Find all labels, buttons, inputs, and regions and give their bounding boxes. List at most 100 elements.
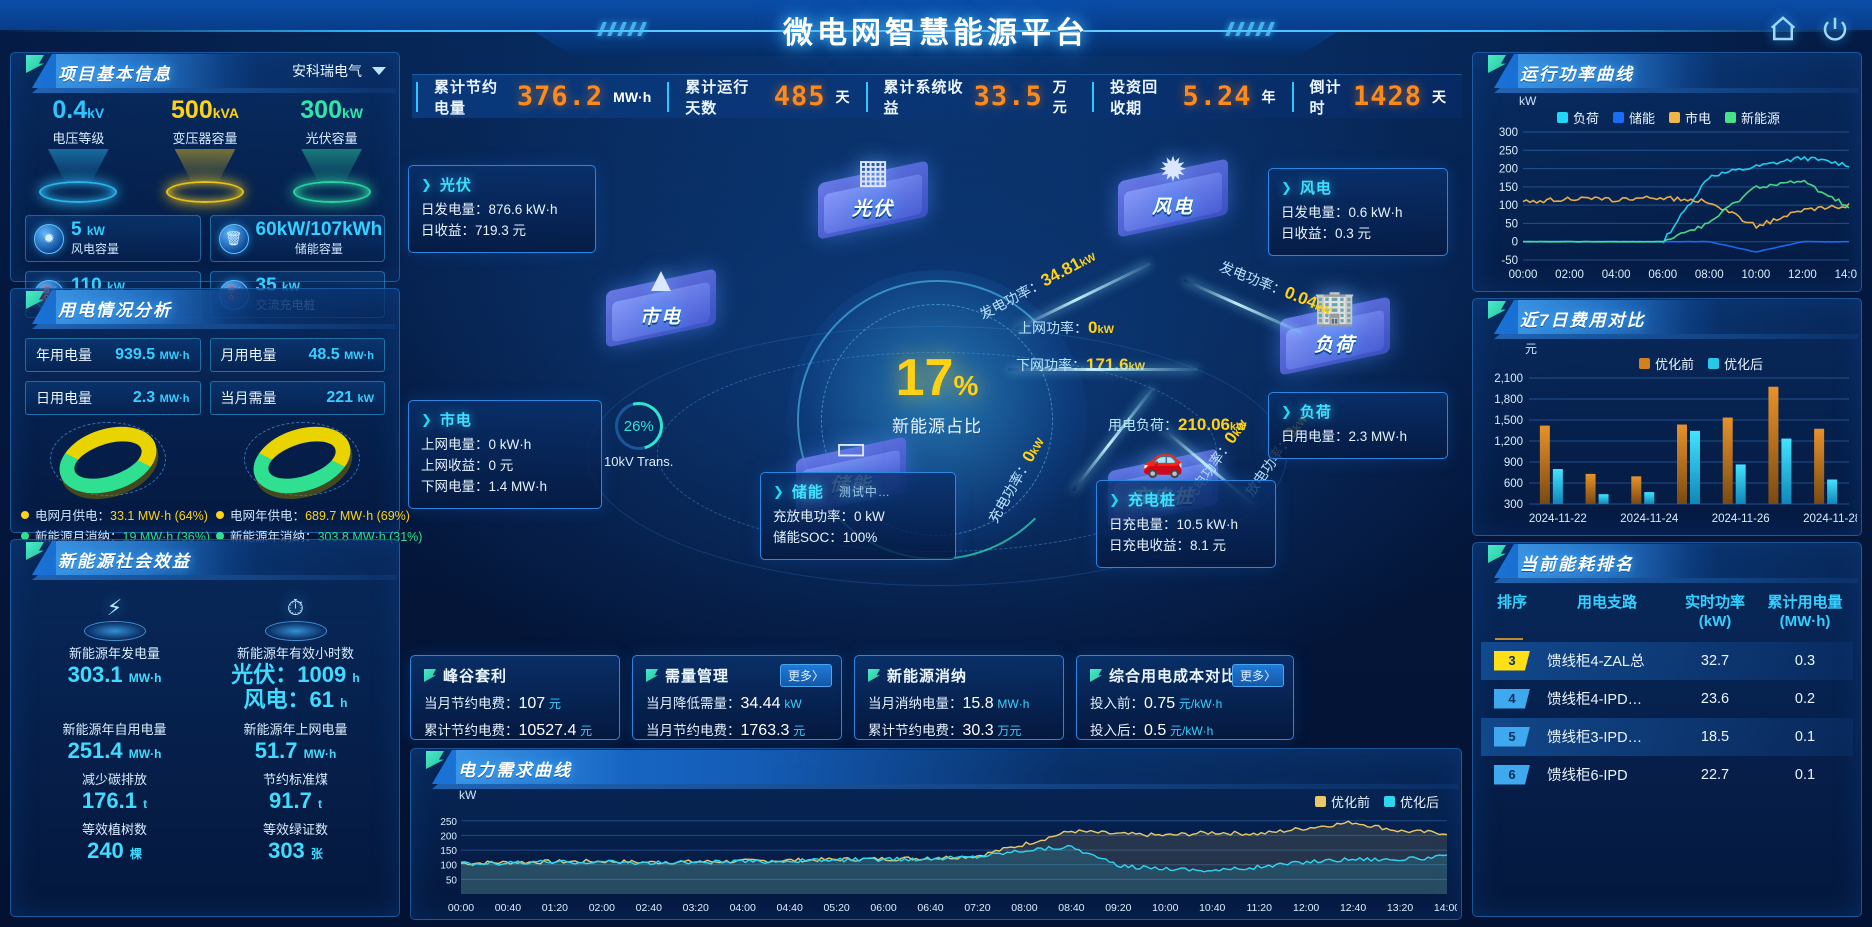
rank-cell: 6 (1481, 764, 1543, 785)
transformer-label: 10kV Trans. (604, 454, 674, 469)
svg-text:11:20: 11:20 (1246, 902, 1272, 914)
home-icon[interactable] (1768, 14, 1798, 44)
header-underbar (1494, 334, 1858, 339)
col-energy: 累计用电量 (MW·h) (1767, 594, 1843, 630)
mini-value: 60kW/107kWh (255, 219, 383, 241)
node-name: 负荷 (1313, 335, 1356, 356)
svg-text:13:20: 13:20 (1387, 902, 1413, 914)
legend-swatch (1383, 796, 1395, 807)
kpi-more-button[interactable]: 更多〉 (1231, 664, 1284, 687)
kpi-value: 0.75 (1144, 695, 1176, 712)
social-value: 91.7 t (269, 787, 322, 813)
social-item-5: 节约标准煤 91.7 t (210, 769, 381, 813)
usage-metric-label: 当月需量 (220, 390, 277, 406)
stat-unit: 万元 (1052, 78, 1067, 115)
card-title-text: 充电桩 (1127, 492, 1176, 509)
kpi-title: 峰谷套利 (443, 668, 508, 685)
project-selector[interactable]: 安科瑞电气 (292, 61, 386, 81)
branch-name-cell: 馈线柜4-ZAL总 (1547, 654, 1645, 670)
capacity-label: 光伏容量 (305, 131, 358, 146)
mini-label: 储能容量 (294, 241, 343, 256)
power-cell: 22.7 (1700, 766, 1730, 783)
diagram-node-grid: ▲ 市电 (596, 240, 726, 348)
header-bar (1494, 300, 1858, 334)
panel-title: 近7日费用对比 (1520, 311, 1646, 330)
panel-title: 项目基本信息 (58, 65, 172, 84)
info-card-title: 负荷 (1281, 401, 1435, 422)
stat-unit: 天 (835, 88, 850, 105)
stat-item-0: 累计节约电量 376.2 MW·h (416, 79, 667, 117)
svg-text:06:40: 06:40 (917, 902, 943, 914)
usage-metric-label: 日用电量 (36, 390, 92, 406)
panel-cost-comparison: 近7日费用对比 优化前 优化后 元 2,100 1,800 1,500 1,200 900 60… (1472, 298, 1862, 536)
flow-text: 发电功率： (1217, 258, 1289, 300)
info-card-title: 储能测试中… (773, 481, 943, 502)
social-label: 新能源年发电量 (68, 646, 160, 661)
panel-title: 用电情况分析 (58, 301, 172, 320)
panel-usage-analysis: 用电情况分析 年用电量 939.5 MW·h 月用电量 48.5 MW·h 日用电量 2.… (10, 288, 422, 544)
base-ring (39, 181, 118, 203)
capacity-label: 变压器容量 (172, 131, 238, 146)
social-value: 光伏：1009 h (231, 662, 360, 687)
cost-comparison-chart: 优化前 优化后 元 2,100 1,800 1,500 1,200 900 600 300 2024… (1479, 340, 1861, 530)
card-line-1: 日收益：0.3 元 (1281, 225, 1372, 241)
stat-value: 376.2 (516, 81, 604, 112)
info-card-title: 充电桩 (1109, 489, 1263, 510)
chart-legend: 负荷 储能 市电 新能源 (1557, 108, 1780, 127)
panel-header: 近7日费用对比 (1472, 298, 1862, 339)
usage-metric-0: 年用电量 939.5 MW·h (25, 338, 201, 372)
kpi-more-button[interactable]: 更多〉 (779, 664, 832, 687)
kpi-value: 1763.3 (740, 722, 790, 739)
monthly-supply-donut (50, 415, 166, 505)
kpi-unit: 元 (580, 724, 593, 738)
usage-metric-value: 939.5 MW·h (115, 346, 190, 363)
panel-header: 当前能耗排名 (1472, 542, 1862, 583)
col-branch: 用电支路 (1576, 594, 1637, 611)
kpi-card-2: 新能源消纳 当月消纳电量：15.8 MW·h 累计节约电费：30.3 万元 (854, 655, 1064, 740)
svg-text:04:00: 04:00 (1602, 269, 1631, 281)
social-label: 新能源年上网电量 (243, 721, 348, 737)
y-axis-unit: 元 (1525, 342, 1538, 356)
battery-container-icon: ▭ (834, 429, 868, 467)
card-line-1: 上网收益：0 元 (421, 457, 514, 473)
flow-value: 210.06kW (1178, 415, 1247, 434)
kpi-title: 综合用电成本对比 (1109, 668, 1238, 685)
social-label: 减少碳排放 (81, 771, 147, 787)
kpi-title-row: 新能源消纳 (868, 665, 1050, 686)
svg-text:1,200: 1,200 (1494, 436, 1523, 448)
mini-text: 5 kW 风电容量 (71, 220, 119, 257)
battery-bolt-icon: ⚡ (106, 595, 123, 620)
diagram-node-load: 🏢 负荷 (1270, 268, 1400, 376)
pylon-icon: ▲ (644, 261, 678, 299)
svg-text:100: 100 (1499, 200, 1518, 212)
flow-beam-2 (1008, 368, 1198, 371)
ratio-number: 17 (895, 349, 954, 407)
mini-text: 60kW/107kWh 储能容量 (256, 220, 383, 257)
kpi-line-0: 投入前：0.75 元/kW·h (1090, 695, 1223, 712)
power-icon[interactable] (1820, 14, 1850, 44)
flag-icon (1488, 55, 1506, 73)
kpi-line-1: 投入后：0.5 元/kW·h (1090, 722, 1214, 739)
kpi-line-0: 当月降低需量：34.44 kW (646, 695, 802, 712)
legend-swatch (1639, 358, 1650, 369)
rank-badge: 3 (1494, 650, 1530, 671)
panel-project-basic-info: 项目基本信息 安科瑞电气 0.4kV 电压等级 500kVA 变压器容量 300kW 光伏… (10, 52, 400, 318)
capacity-label: 电压等级 (52, 131, 105, 146)
rank-badge: 5 (1494, 726, 1530, 747)
legend-label: 负荷 (1573, 111, 1600, 126)
panel-title: 新能源社会效益 (58, 552, 191, 571)
panel-header: 电力需求曲线 (410, 748, 1462, 789)
mini-value: 5 kW (71, 219, 105, 241)
svg-text:600: 600 (1504, 478, 1523, 490)
stat-item-1: 累计运行天数 485 天 (667, 79, 865, 117)
svg-text:100: 100 (440, 861, 457, 872)
kpi-unit: 元/kW·h (1170, 724, 1214, 738)
stat-value: 485 (773, 81, 826, 112)
header-accent-line (0, 30, 1872, 32)
card-line-2: 下网电量：1.4 MW·h (421, 478, 548, 494)
social-item-4: 减少碳排放 176.1 t (29, 769, 200, 813)
card-title-text: 风电 (1299, 180, 1332, 197)
mini-label: 风电容量 (71, 241, 120, 256)
header-bar (32, 54, 396, 88)
social-icon-wrap: ⏱ (210, 591, 381, 641)
